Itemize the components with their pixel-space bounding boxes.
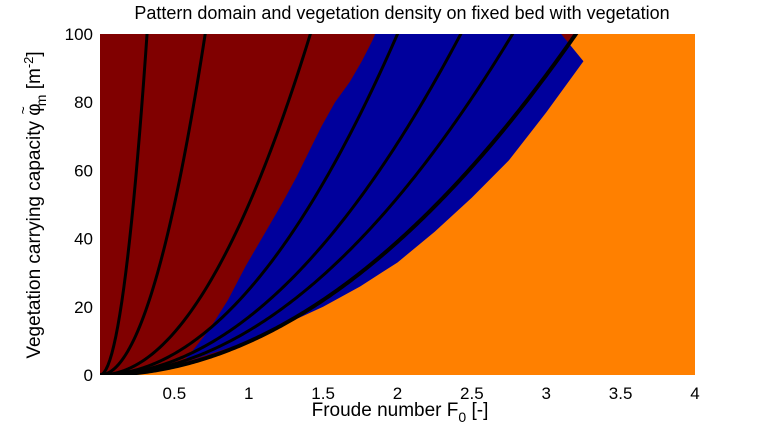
y-axis-ticks: 0 20 40 60 80 100 [65, 25, 93, 385]
x-tick-label: 1.5 [311, 384, 335, 403]
curve-1 [100, 34, 149, 375]
y-tick-label: 100 [65, 25, 93, 44]
x-tick-label: 4 [690, 384, 699, 403]
chart-title: Pattern domain and vegetation density on… [134, 3, 669, 23]
x-tick-label: 1 [244, 384, 253, 403]
y-tick-label: 0 [84, 366, 93, 385]
curve-2 [100, 34, 207, 375]
x-tick-label: 0.5 [163, 384, 187, 403]
x-axis-label: Froude number F0 [-] [312, 400, 489, 425]
y-axis-label-tilde: ~ [15, 106, 31, 114]
curve-3 [100, 34, 312, 375]
y-tick-label: 40 [74, 230, 93, 249]
x-tick-label: 3 [542, 384, 551, 403]
region-orange [100, 34, 695, 375]
y-axis-label-unit-superscript: -2 [21, 57, 36, 69]
y-axis-label-subscript: m [33, 95, 49, 107]
y-tick-label: 20 [74, 298, 93, 317]
x-tick-label: 2 [393, 384, 402, 403]
x-tick-label: 3.5 [609, 384, 633, 403]
curve-4 [100, 34, 400, 375]
y-tick-label: 60 [74, 161, 93, 180]
x-axis-label-subscript: 0 [458, 409, 466, 425]
y-tick-label: 80 [74, 93, 93, 112]
y-axis-label: Vegetation carrying capacity φ~m [m-2] [15, 51, 49, 358]
curve-6 [100, 34, 515, 375]
y-axis-label-symbol: φ [24, 103, 45, 115]
x-axis-ticks: 0.5 1 1.5 2 2.5 3 3.5 4 [163, 384, 700, 403]
x-tick-label: 2.5 [460, 384, 484, 403]
region-blue [181, 34, 584, 364]
plot-area [100, 34, 695, 375]
curve-7 [100, 34, 579, 375]
curve-5 [100, 34, 463, 375]
